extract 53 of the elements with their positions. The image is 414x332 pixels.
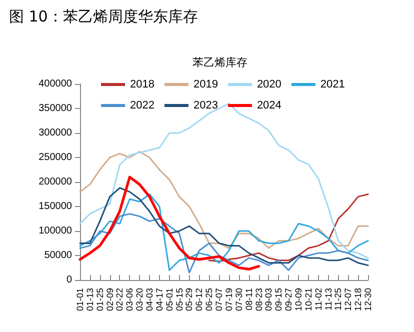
y-tick-label: 0 [66, 274, 72, 286]
x-tick-label: 06-12 [194, 288, 204, 312]
x-tick-label: 01-01 [75, 288, 85, 312]
x-tick-label: 01-13 [84, 288, 95, 312]
x-tick-label: 05-29 [184, 288, 194, 312]
x-tick-label: 01-25 [94, 288, 105, 312]
x-tick-label: 04-03 [144, 288, 155, 312]
line-series [208, 194, 369, 262]
x-tick-label: 11-25 [333, 288, 344, 310]
x-tick-label: 04-17 [154, 288, 164, 312]
y-tick-label: 50000 [44, 250, 72, 261]
y-tick-label: 100000 [38, 226, 72, 236]
x-tick-label: 05-15 [174, 288, 184, 312]
line-series [79, 102, 369, 259]
y-tick-label: 200000 [38, 176, 72, 188]
x-tick-label: 06-25 [204, 288, 214, 312]
legend-label: 2022 [130, 100, 154, 112]
y-tick-label: 350000 [38, 103, 72, 114]
x-tick-label: 08-11 [244, 288, 254, 310]
y-tick-label: 400000 [38, 78, 72, 90]
legend-label: 2023 [193, 100, 218, 112]
legend-label: 2018 [130, 78, 154, 90]
x-tick-label: 07-07 [214, 288, 224, 312]
x-tick-label: 02-09 [104, 288, 115, 312]
x-tick-label: 03-06 [124, 288, 135, 312]
y-tick-label: 250000 [38, 152, 72, 163]
legend-label: 2020 [256, 78, 282, 90]
x-tick-label: 07-19 [224, 288, 234, 312]
legend-label: 2024 [256, 100, 282, 112]
x-tick-label: 09-15 [274, 288, 284, 312]
chart-title: 图 10：苯乙烯周度华东库存 [9, 8, 198, 26]
x-tick-label: 09-03 [264, 288, 274, 312]
x-tick-label: 10-09 [293, 288, 304, 312]
x-tick-label: 09-27 [284, 288, 294, 312]
x-tick-label: 08-23 [254, 288, 264, 312]
x-tick-label: 12-30 [363, 288, 373, 312]
line-series [78, 176, 260, 271]
legend-label: 2019 [193, 78, 218, 90]
line-series [79, 150, 369, 249]
x-tick-label: 11-02 [313, 288, 324, 310]
x-tick-label: 07-30 [234, 288, 244, 312]
legend-label: 2021 [320, 78, 345, 90]
line-series [79, 213, 369, 274]
x-tick-label: 02-22 [114, 288, 125, 312]
y-tick-label: 300000 [38, 128, 72, 138]
y-tick-label: 150000 [38, 201, 72, 212]
x-tick-label: 03-20 [134, 288, 145, 312]
x-tick-label: 12-18 [353, 288, 364, 312]
x-tick-label: 11-13 [323, 288, 334, 310]
x-tick-label: 05-01 [164, 288, 174, 312]
x-tick-label: 10-21 [303, 288, 314, 312]
chart-subtitle: 苯乙烯库存 [192, 56, 248, 69]
x-tick-label: 12-07 [343, 288, 354, 312]
